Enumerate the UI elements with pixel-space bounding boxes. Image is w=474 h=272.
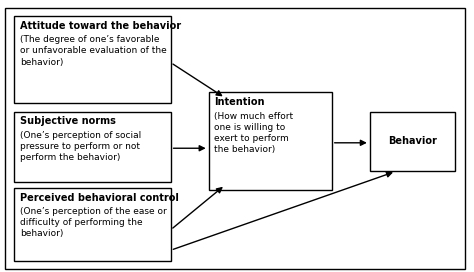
Text: (How much effort
one is willing to
exert to perform
the behavior): (How much effort one is willing to exert… (214, 112, 293, 154)
Bar (14, 112, 171, 182)
Bar (14, 188, 171, 261)
Text: Behavior: Behavior (388, 137, 437, 146)
Text: (The degree of one’s favorable
or unfavorable evaluation of the
behavior): (The degree of one’s favorable or unfavo… (20, 35, 167, 67)
Text: Perceived behavioral control: Perceived behavioral control (20, 193, 179, 203)
Text: (One’s perception of the ease or
difficulty of performing the
behavior): (One’s perception of the ease or difficu… (20, 207, 167, 238)
Bar (370, 112, 455, 171)
Text: Intention: Intention (214, 97, 265, 107)
Bar (14, 16, 171, 103)
Text: Subjective norms: Subjective norms (20, 116, 116, 126)
Text: Attitude toward the behavior: Attitude toward the behavior (20, 21, 181, 31)
Text: (One’s perception of social
pressure to perform or not
perform the behavior): (One’s perception of social pressure to … (20, 131, 141, 162)
Bar (209, 92, 332, 190)
